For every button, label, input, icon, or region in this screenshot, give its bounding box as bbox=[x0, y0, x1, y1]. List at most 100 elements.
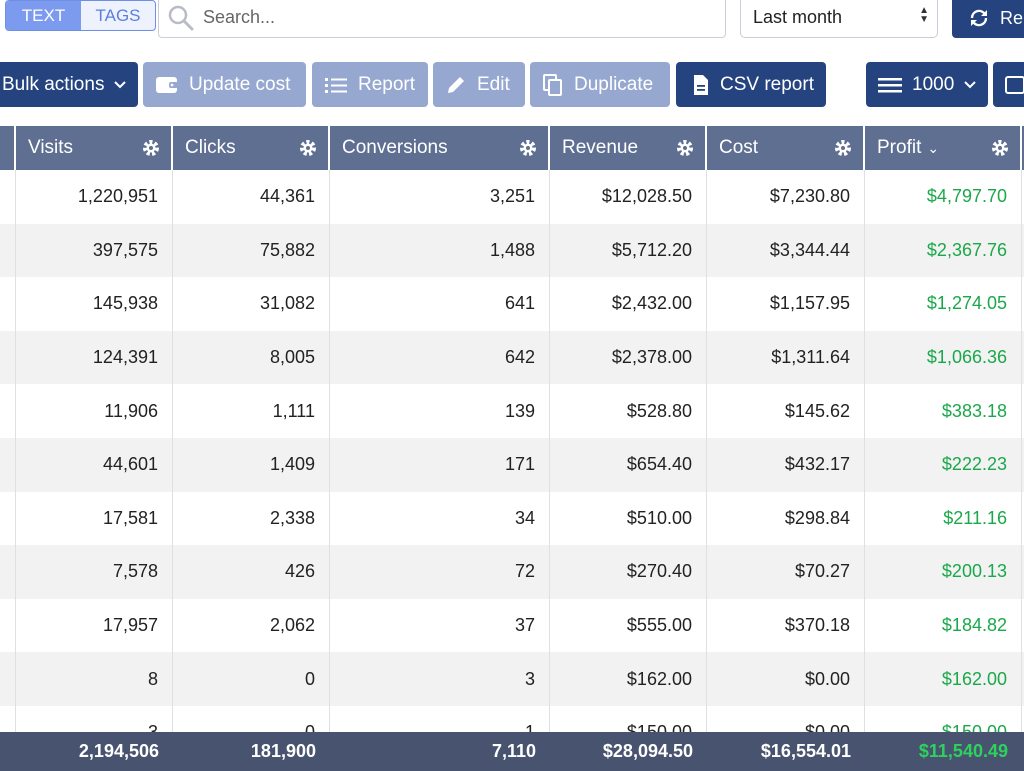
cell-cost: $1,311.64 bbox=[707, 330, 865, 385]
action-toolbar: Bulk actions Update cost Report Edit Dup bbox=[0, 62, 1024, 108]
search-mode-toggle[interactable]: TEXT TAGS bbox=[5, 0, 156, 31]
table-row[interactable]: 397,575 75,882 1,488 $5,712.20 $3,344.44 $2,3… bbox=[0, 223, 1024, 278]
row-select-cell[interactable] bbox=[0, 491, 16, 546]
cell-conversions: 139 bbox=[330, 384, 550, 438]
search-input[interactable] bbox=[203, 7, 683, 28]
total-profit: $11,540.49 bbox=[918, 741, 1008, 761]
cell-revenue: $654.40 bbox=[550, 438, 707, 492]
gear-icon[interactable] bbox=[141, 138, 161, 158]
cell-visits: 124,391 bbox=[16, 330, 173, 385]
bulk-actions-label: Bulk actions bbox=[2, 73, 105, 95]
gear-icon[interactable] bbox=[518, 138, 538, 158]
cell-conversions: 641 bbox=[330, 277, 550, 331]
file-icon bbox=[694, 74, 708, 95]
table-row[interactable]: 1,220,951 44,361 3,251 $12,028.50 $7,230.80 $… bbox=[0, 170, 1024, 224]
header-visits[interactable]: Visits bbox=[16, 126, 173, 170]
cell-clicks: 1,409 bbox=[173, 438, 330, 492]
period-select[interactable]: Last month ▲ ▼ bbox=[740, 0, 938, 38]
cell-conversions: 171 bbox=[330, 438, 550, 492]
refresh-icon bbox=[970, 9, 988, 27]
row-select-cell[interactable] bbox=[0, 545, 16, 599]
total-conversions: 7,110 bbox=[491, 741, 536, 761]
cell-cost: $432.17 bbox=[707, 438, 865, 492]
refresh-button[interactable]: Re bbox=[952, 0, 1024, 38]
gear-icon[interactable] bbox=[833, 138, 853, 158]
cell-cost: $3,344.44 bbox=[707, 223, 865, 278]
page-size-select[interactable]: 1000 bbox=[866, 62, 988, 107]
list-icon bbox=[325, 77, 347, 93]
toggle-tags[interactable]: TAGS bbox=[95, 5, 141, 25]
row-select-cell[interactable] bbox=[0, 384, 16, 438]
row-select-cell[interactable] bbox=[0, 438, 16, 492]
cell-profit: $383.18 bbox=[865, 384, 1022, 438]
table-row[interactable]: 17,581 2,338 34 $510.00 $298.84 $211.16 bbox=[0, 491, 1024, 546]
cell-clicks: 2,338 bbox=[173, 491, 330, 546]
cell-profit: $2,367.76 bbox=[865, 223, 1022, 278]
pencil-icon bbox=[448, 76, 464, 93]
duplicate-button[interactable]: Duplicate bbox=[530, 62, 670, 107]
inbox-icon bbox=[1005, 75, 1024, 94]
header-revenue[interactable]: Revenue bbox=[550, 126, 707, 170]
search-icon bbox=[168, 5, 194, 30]
table-row[interactable]: 8 0 3 $162.00 $0.00 $162.00 bbox=[0, 652, 1024, 706]
report-button[interactable]: Report bbox=[312, 62, 428, 107]
cell-revenue: $528.80 bbox=[550, 384, 707, 438]
cell-cost: $145.62 bbox=[707, 384, 865, 438]
table-row[interactable]: 7,578 426 72 $270.40 $70.27 $200.13 bbox=[0, 545, 1024, 599]
header-conversions[interactable]: Conversions bbox=[330, 126, 550, 170]
period-value: Last month bbox=[753, 7, 843, 27]
cell-visits: 17,581 bbox=[16, 491, 173, 546]
total-revenue: $28,094.50 bbox=[602, 741, 693, 761]
search-box[interactable] bbox=[158, 0, 726, 38]
select-arrows-icon: ▲ ▼ bbox=[919, 5, 929, 25]
header-cost[interactable]: Cost bbox=[707, 126, 865, 170]
row-select-cell[interactable] bbox=[0, 170, 16, 224]
row-select-cell[interactable] bbox=[0, 223, 16, 278]
cell-cost: $1,157.95 bbox=[707, 277, 865, 331]
menu-icon bbox=[878, 77, 902, 92]
csv-report-button[interactable]: CSV report bbox=[676, 62, 826, 107]
table-row[interactable]: 44,601 1,409 171 $654.40 $432.17 $222.23 bbox=[0, 438, 1024, 492]
cell-revenue: $2,432.00 bbox=[550, 277, 707, 331]
cell-revenue: $2,378.00 bbox=[550, 330, 707, 385]
header-label: Clicks bbox=[185, 137, 236, 158]
header-profit[interactable]: Profit ⌄ bbox=[865, 126, 1022, 170]
cell-clicks: 75,882 bbox=[173, 223, 330, 278]
row-select-cell[interactable] bbox=[0, 598, 16, 653]
edit-label: Edit bbox=[477, 73, 510, 95]
cell-visits: 11,906 bbox=[16, 384, 173, 438]
table-row[interactable]: 11,906 1,111 139 $528.80 $145.62 $383.18 bbox=[0, 384, 1024, 438]
gear-icon[interactable] bbox=[675, 138, 695, 158]
cell-clicks: 31,082 bbox=[173, 277, 330, 331]
duplicate-label: Duplicate bbox=[574, 73, 654, 95]
bulk-actions-button[interactable]: Bulk actions bbox=[0, 62, 138, 107]
row-select-cell[interactable] bbox=[0, 330, 16, 385]
cell-conversions: 3,251 bbox=[330, 170, 550, 224]
table-row[interactable]: 145,938 31,082 641 $2,432.00 $1,157.95 $1,274… bbox=[0, 277, 1024, 331]
columns-button[interactable] bbox=[993, 62, 1024, 107]
row-select-cell[interactable] bbox=[0, 277, 16, 331]
table-row[interactable]: 17,957 2,062 37 $555.00 $370.18 $184.82 bbox=[0, 598, 1024, 653]
header-clicks[interactable]: Clicks bbox=[173, 126, 330, 170]
cell-visits: 397,575 bbox=[16, 223, 173, 278]
gear-icon[interactable] bbox=[990, 138, 1010, 158]
chevron-down-icon bbox=[114, 80, 127, 88]
gear-icon[interactable] bbox=[298, 138, 318, 158]
top-bar: TEXT TAGS Last month ▲▼ Re bbox=[0, 0, 1024, 44]
cell-profit: $211.16 bbox=[865, 491, 1022, 546]
sort-desc-icon[interactable]: ⌄ bbox=[927, 139, 940, 156]
update-cost-button[interactable]: Update cost bbox=[143, 62, 306, 107]
cell-revenue: $270.40 bbox=[550, 545, 707, 599]
cell-clicks: 2,062 bbox=[173, 598, 330, 653]
cell-profit: $184.82 bbox=[865, 598, 1022, 653]
header-label: Profit bbox=[877, 137, 922, 158]
cell-clicks: 1,111 bbox=[173, 384, 330, 438]
update-cost-label: Update cost bbox=[189, 73, 291, 95]
toggle-text[interactable]: TEXT bbox=[6, 1, 81, 30]
cell-visits: 17,957 bbox=[16, 598, 173, 653]
table-row[interactable]: 124,391 8,005 642 $2,378.00 $1,311.64 $1,066.… bbox=[0, 330, 1024, 385]
edit-button[interactable]: Edit bbox=[433, 62, 525, 107]
row-select-cell[interactable] bbox=[0, 652, 16, 706]
report-label: Report bbox=[358, 73, 416, 95]
cell-conversions: 1,488 bbox=[330, 223, 550, 278]
